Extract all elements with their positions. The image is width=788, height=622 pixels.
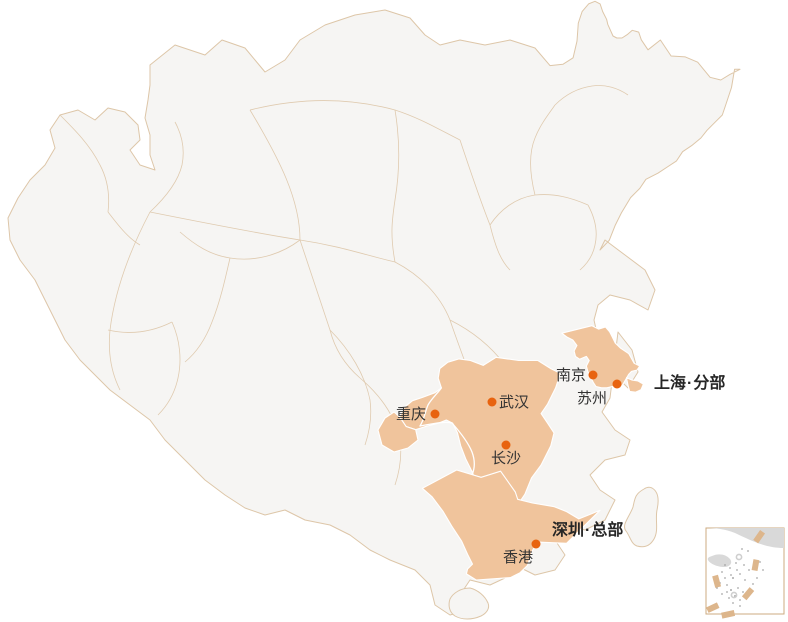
svg-text:重庆: 重庆 — [396, 406, 426, 423]
svg-text:上海·分部: 上海·分部 — [654, 373, 725, 392]
svg-text:长沙: 长沙 — [491, 450, 521, 467]
svg-text:南京: 南京 — [556, 367, 586, 384]
svg-text:香港: 香港 — [503, 549, 533, 566]
svg-text:苏州: 苏州 — [577, 390, 607, 407]
svg-text:深圳·总部: 深圳·总部 — [552, 520, 623, 539]
svg-text:武汉: 武汉 — [499, 394, 529, 411]
